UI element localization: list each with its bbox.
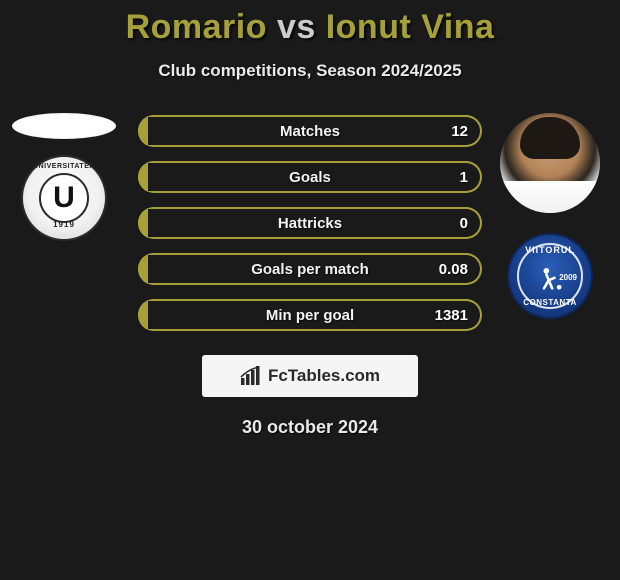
stat-label: Matches xyxy=(280,123,340,140)
player1-avatar-placeholder xyxy=(12,113,116,139)
bar-chart-icon xyxy=(240,366,262,386)
stat-left-fill xyxy=(138,115,148,147)
player2-club-toptext: VIITORUL xyxy=(525,245,575,255)
title-player1: Romario xyxy=(126,8,267,46)
stat-row: Hattricks 0 xyxy=(138,207,482,239)
player1-club-badge: UNIVERSITATEA U 1919 xyxy=(21,155,107,241)
brand-box: FcTables.com xyxy=(202,355,418,397)
stat-row: Min per goal 1381 xyxy=(138,299,482,331)
player2-column: VIITORUL 2009 CONSTANTA xyxy=(490,113,610,319)
stat-row: Goals 1 xyxy=(138,161,482,193)
stat-value-player2: 0 xyxy=(460,215,468,232)
stat-value-player2: 1 xyxy=(460,169,468,186)
body-area: UNIVERSITATEA U 1919 VIITORUL 2009 CONST… xyxy=(0,113,620,331)
stat-left-fill xyxy=(138,253,148,285)
page-title: Romario vs Ionut Vina xyxy=(0,0,620,47)
stat-left-fill xyxy=(138,161,148,193)
stat-row: Matches 12 xyxy=(138,115,482,147)
subtitle: Club competitions, Season 2024/2025 xyxy=(0,61,620,81)
stats-list: Matches 12 Goals 1 Hattricks 0 Goals per match… xyxy=(138,113,482,331)
stat-label: Goals xyxy=(289,169,331,186)
player1-column: UNIVERSITATEA U 1919 xyxy=(8,113,120,241)
brand-text: FcTables.com xyxy=(268,366,380,386)
stat-value-player2: 0.08 xyxy=(439,261,468,278)
stat-label: Min per goal xyxy=(266,307,354,324)
stat-left-fill xyxy=(138,299,148,331)
player2-avatar xyxy=(500,113,600,213)
player2-club-bottext: CONSTANTA xyxy=(523,298,577,307)
stat-left-fill xyxy=(138,207,148,239)
player1-club-toptext: UNIVERSITATEA xyxy=(33,163,95,170)
date-text: 30 october 2024 xyxy=(0,417,620,438)
stat-label: Hattricks xyxy=(278,215,342,232)
player1-club-letter: U xyxy=(39,173,89,223)
stat-value-player2: 1381 xyxy=(435,307,468,324)
stat-label: Goals per match xyxy=(251,261,369,278)
stat-row: Goals per match 0.08 xyxy=(138,253,482,285)
stat-value-player2: 12 xyxy=(451,123,468,140)
comparison-card: Romario vs Ionut Vina Club competitions,… xyxy=(0,0,620,580)
player2-club-year: 2009 xyxy=(559,273,577,282)
title-vs: vs xyxy=(277,8,316,46)
title-player2: Ionut Vina xyxy=(326,8,495,46)
player1-club-year: 1919 xyxy=(53,220,75,229)
player2-club-badge: VIITORUL 2009 CONSTANTA xyxy=(507,233,593,319)
